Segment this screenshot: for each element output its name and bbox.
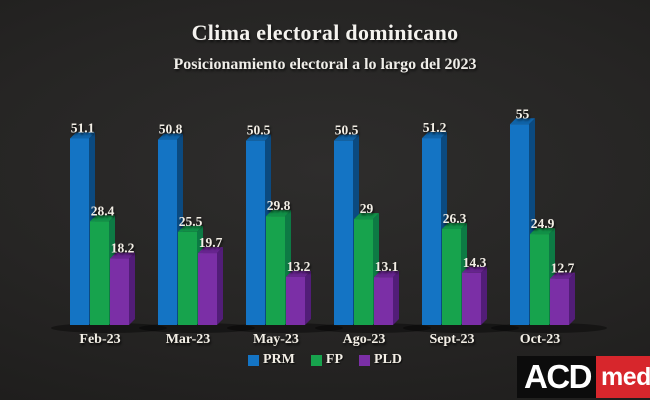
- bar-FP-Feb-23: [90, 221, 109, 325]
- bar-value-PLD-Ago-23: 13.1: [375, 259, 399, 274]
- legend-swatch-PLD: [359, 354, 370, 366]
- bar-value-PRM-Mar-23: 50.8: [159, 122, 183, 137]
- category-label-Sept-23: Sept-23: [429, 332, 474, 347]
- bar-PRM-Sept-23: [422, 138, 441, 325]
- category-label-Ago-23: Ago-23: [343, 332, 386, 347]
- bar-group-shadow: [139, 323, 255, 333]
- bar-value-FP-Ago-23: 29: [360, 201, 374, 216]
- bar-value-PLD-Feb-23: 18.2: [111, 241, 135, 256]
- bar-PRM-Mar-23: [158, 139, 177, 325]
- legend-label-PLD: PLD: [374, 352, 402, 367]
- bar-value-PRM-Oct-23: 55: [516, 106, 530, 121]
- bar-top-PRM-Oct-23: [510, 118, 535, 125]
- bar-value-FP-Oct-23: 24.9: [531, 216, 555, 231]
- bar-top-FP-Ago-23: [354, 213, 379, 220]
- category-label-May-23: May-23: [253, 332, 299, 347]
- bar-value-PRM-May-23: 50.5: [247, 123, 271, 138]
- bar-top-PRM-Ago-23: [334, 134, 359, 141]
- bar-FP-Oct-23: [530, 234, 549, 325]
- bar-side-PLD-Ago-23: [393, 271, 399, 325]
- category-label-Mar-23: Mar-23: [166, 332, 211, 347]
- bar-top-PRM-Mar-23: [158, 133, 183, 140]
- bar-side-PLD-May-23: [305, 270, 311, 325]
- bar-group-shadow: [315, 323, 431, 333]
- bar-PRM-May-23: [246, 140, 265, 325]
- legend-label-FP: FP: [325, 352, 343, 367]
- bar-top-FP-Feb-23: [90, 215, 115, 222]
- bar-value-PRM-Feb-23: 51.1: [71, 120, 95, 135]
- bar-value-PRM-Sept-23: 51.2: [423, 120, 447, 135]
- bar-FP-Sept-23: [442, 229, 461, 325]
- bar-top-PRM-Sept-23: [422, 132, 447, 139]
- bar-group-shadow: [227, 323, 343, 333]
- bar-value-PLD-May-23: 13.2: [287, 259, 311, 274]
- legend-item-PLD: PLD: [359, 352, 402, 368]
- bar-top-PLD-Ago-23: [374, 271, 399, 278]
- legend-item-PRM: PRM: [248, 352, 295, 368]
- bar-PRM-Ago-23: [334, 140, 353, 325]
- bar-value-PRM-Ago-23: 50.5: [335, 123, 359, 138]
- legend-swatch-FP: [310, 354, 322, 366]
- bar-top-FP-Mar-23: [178, 225, 203, 232]
- bar-side-PLD-Sept-23: [481, 266, 487, 325]
- bar-PLD-Feb-23: [110, 258, 129, 325]
- bar-top-FP-Oct-23: [530, 228, 555, 235]
- bar-top-FP-Sept-23: [442, 223, 467, 230]
- bar-value-FP-Sept-23: 26.3: [443, 211, 467, 226]
- chart-subtitle: Posicionamiento electoral a lo largo del…: [173, 56, 477, 73]
- bar-PLD-Oct-23: [550, 278, 569, 325]
- bar-top-PLD-May-23: [286, 270, 311, 277]
- bar-top-PRM-Feb-23: [70, 132, 95, 139]
- bar-value-PLD-Oct-23: 12.7: [551, 261, 575, 276]
- bar-group-shadow: [51, 323, 167, 333]
- bar-value-PLD-Sept-23: 14.3: [463, 255, 487, 270]
- bar-top-PLD-Feb-23: [110, 252, 135, 259]
- bar-PLD-Mar-23: [198, 253, 217, 325]
- logo-med-text: med: [596, 356, 650, 398]
- legend-label-PRM: PRM: [263, 352, 295, 367]
- bar-side-PLD-Mar-23: [217, 247, 223, 325]
- bar-top-PLD-Mar-23: [198, 247, 223, 254]
- bar-value-FP-May-23: 29.8: [267, 198, 291, 213]
- legend-item-FP: FP: [310, 352, 343, 368]
- bar-PLD-Sept-23: [462, 272, 481, 325]
- bar-group-shadow: [403, 323, 519, 333]
- bar-side-PLD-Oct-23: [569, 272, 575, 325]
- bar-value-PLD-Mar-23: 19.7: [199, 235, 223, 250]
- bar-PLD-Ago-23: [374, 277, 393, 325]
- legend-swatch-PRM: [248, 354, 259, 366]
- bar-PRM-Oct-23: [510, 124, 529, 325]
- bar-top-PLD-Sept-23: [462, 266, 487, 273]
- bar-PRM-Feb-23: [70, 138, 89, 325]
- bar-value-FP-Mar-23: 25.5: [179, 214, 203, 229]
- bar-FP-Ago-23: [354, 219, 373, 325]
- category-label-Feb-23: Feb-23: [79, 332, 120, 347]
- bar-group-shadow: [491, 323, 607, 333]
- bar-side-PLD-Feb-23: [129, 252, 135, 325]
- chart-legend: PRM FP PLD: [0, 352, 650, 368]
- bar-top-PRM-May-23: [246, 134, 271, 141]
- bar-FP-Mar-23: [178, 231, 197, 325]
- logo-acd-text: ACD: [517, 356, 596, 398]
- category-label-Oct-23: Oct-23: [520, 332, 560, 347]
- bar-value-FP-Feb-23: 28.4: [91, 203, 115, 218]
- bar-FP-May-23: [266, 216, 285, 325]
- bar-top-PLD-Oct-23: [550, 272, 575, 279]
- acd-media-logo: ACD med: [517, 356, 650, 398]
- bar-top-FP-May-23: [266, 210, 291, 217]
- bar-PLD-May-23: [286, 276, 305, 325]
- chart-title: Clima electoral dominicano: [191, 20, 459, 45]
